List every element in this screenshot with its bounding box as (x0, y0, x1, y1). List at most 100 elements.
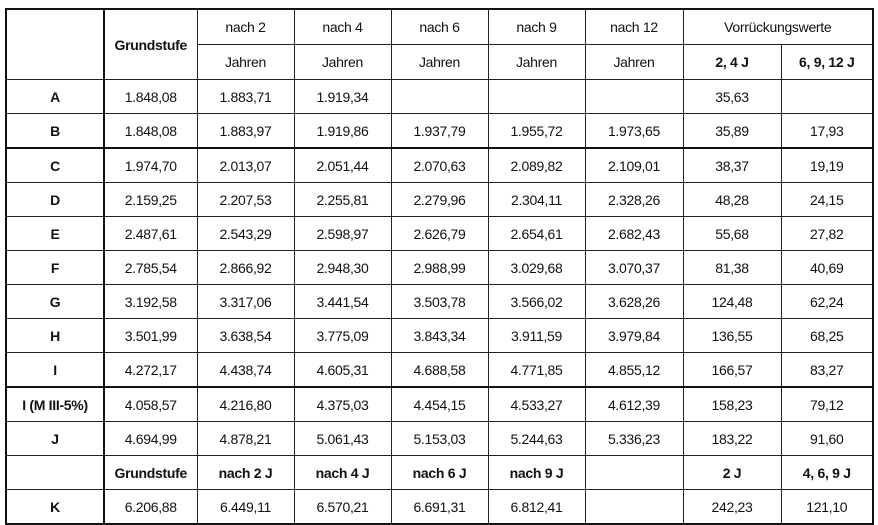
table-cell: 68,25 (780, 318, 874, 353)
table-cell: 1.955,72 (487, 113, 586, 149)
table-cell: 17,93 (780, 113, 874, 149)
table-cell (487, 79, 586, 114)
table-cell: 5.336,23 (584, 421, 684, 456)
table-cell: 4.272,17 (103, 352, 198, 388)
table-cell: 4.855,12 (584, 352, 684, 388)
row-label: H (5, 318, 105, 353)
table-cell: 2.543,29 (196, 216, 295, 251)
header-nach12: nach 12 (584, 8, 684, 45)
table-cell: 4.533,27 (487, 386, 586, 422)
header-nach2: nach 2 (196, 8, 295, 45)
header-nach9-jahren: Jahren (487, 44, 586, 80)
table-cell: 1.919,86 (293, 113, 392, 149)
table-cell: 6.206,88 (103, 489, 198, 525)
table-cell: 3.638,54 (196, 318, 295, 353)
table-cell: 27,82 (780, 216, 874, 251)
table-cell: 3.503,78 (390, 284, 489, 319)
subheader-cell: nach 4 J (293, 455, 392, 490)
table-row: I (M III-5%) 4.058,57 4.216,80 4.375,03 4.45… (5, 386, 874, 422)
table-cell: 2.948,30 (293, 250, 392, 285)
header-nach6: nach 6 (390, 8, 489, 45)
table-cell: 2.785,54 (103, 250, 198, 285)
table-cell (584, 79, 684, 114)
table-cell: 2.487,61 (103, 216, 198, 251)
table-cell: 4.878,21 (196, 421, 295, 456)
table-cell: 121,10 (780, 489, 874, 525)
table-cell (390, 79, 489, 114)
row-label: B (5, 113, 105, 149)
header-nach9: nach 9 (487, 8, 586, 45)
table-cell: 91,60 (780, 421, 874, 456)
row-label: I (M III-5%) (5, 386, 105, 422)
table-cell: 6.570,21 (293, 489, 392, 525)
table-cell: 2.255,81 (293, 182, 392, 217)
table-row: C 1.974,70 2.013,07 2.051,44 2.070,63 2.089,8… (5, 147, 874, 183)
table-cell: 1.848,08 (103, 113, 198, 149)
table-cell (584, 489, 684, 525)
table-row: F 2.785,54 2.866,92 2.948,30 2.988,99 3.029,6… (5, 250, 874, 285)
table-cell: 62,24 (780, 284, 874, 319)
row-label: A (5, 79, 105, 114)
table-cell: 2.328,26 (584, 182, 684, 217)
table-cell: 2.279,96 (390, 182, 489, 217)
subheader-cell: nach 6 J (390, 455, 489, 490)
row-label: F (5, 250, 105, 285)
table-cell: 2.070,63 (390, 147, 489, 183)
header-vorrueckungswerte: Vorrückungswerte (682, 8, 874, 45)
table-cell: 3.501,99 (103, 318, 198, 353)
table-cell: 5.244,63 (487, 421, 586, 456)
table-cell: 4.771,85 (487, 352, 586, 388)
table-cell: 2.866,92 (196, 250, 295, 285)
table-cell (780, 79, 874, 114)
table-cell: 1.973,65 (584, 113, 684, 149)
header-v2: 6, 9, 12 J (780, 44, 874, 80)
table-cell: 1.883,71 (196, 79, 295, 114)
header-nach4: nach 4 (293, 8, 392, 45)
table-cell: 2.089,82 (487, 147, 586, 183)
table-cell: 2.109,01 (584, 147, 684, 183)
table-cell: 3.628,26 (584, 284, 684, 319)
subheader-cell: 4, 6, 9 J (780, 455, 874, 490)
table-cell: 4.216,80 (196, 386, 295, 422)
table-cell: 2.682,43 (584, 216, 684, 251)
table-cell: 136,55 (682, 318, 782, 353)
table-cell: 35,63 (682, 79, 782, 114)
table-cell: 1.883,97 (196, 113, 295, 149)
header-nach12-jahren: Jahren (584, 44, 684, 80)
header-v1: 2, 4 J (682, 44, 782, 80)
table-cell: 4.605,31 (293, 352, 392, 388)
table-cell: 24,15 (780, 182, 874, 217)
table-cell: 3.566,02 (487, 284, 586, 319)
header-grundstufe: Grundstufe (103, 8, 198, 80)
table-row: B 1.848,08 1.883,97 1.919,86 1.937,79 1.955,7… (5, 113, 874, 149)
table-cell: 55,68 (682, 216, 782, 251)
table-cell: 5.153,03 (390, 421, 489, 456)
table-cell: 6.812,41 (487, 489, 586, 525)
corner-cell (5, 8, 105, 80)
table-row: D 2.159,25 2.207,53 2.255,81 2.279,96 2.304,1… (5, 182, 874, 217)
table-row: K 6.206,88 6.449,11 6.570,21 6.691,31 6.812,4… (5, 489, 874, 525)
table-cell: 166,57 (682, 352, 782, 388)
row-label: C (5, 147, 105, 183)
table-cell: 242,23 (682, 489, 782, 525)
table-cell: 5.061,43 (293, 421, 392, 456)
table-cell: 2.013,07 (196, 147, 295, 183)
row-label: D (5, 182, 105, 217)
header-nach2-jahren: Jahren (196, 44, 295, 80)
table-cell: 4.454,15 (390, 386, 489, 422)
table-cell: 183,22 (682, 421, 782, 456)
subheader-cell: 2 J (682, 455, 782, 490)
subheader-cell: nach 9 J (487, 455, 586, 490)
table-cell: 40,69 (780, 250, 874, 285)
table-cell: 1.848,08 (103, 79, 198, 114)
table-cell: 3.911,59 (487, 318, 586, 353)
table-cell: 2.051,44 (293, 147, 392, 183)
table-cell: 2.626,79 (390, 216, 489, 251)
table-cell: 2.159,25 (103, 182, 198, 217)
table-cell: 2.988,99 (390, 250, 489, 285)
table-cell: 19,19 (780, 147, 874, 183)
table-row: E 2.487,61 2.543,29 2.598,97 2.626,79 2.654,6… (5, 216, 874, 251)
table-cell: 3.979,84 (584, 318, 684, 353)
table-cell: 83,27 (780, 352, 874, 388)
header-nach4-jahren: Jahren (293, 44, 392, 80)
